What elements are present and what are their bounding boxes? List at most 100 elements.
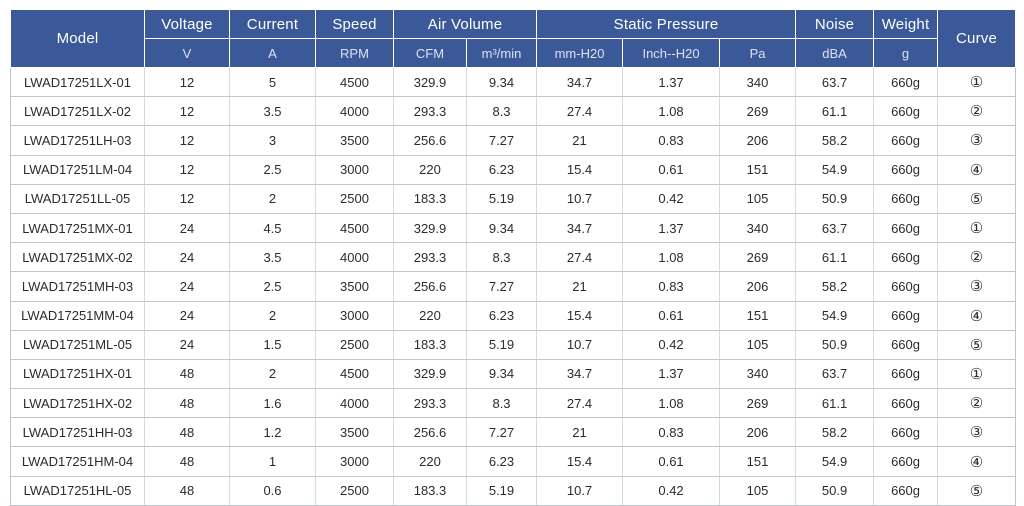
cell-inch-h2o: 0.61 — [622, 301, 721, 331]
cell-weight: 660g — [873, 301, 939, 331]
cell-cfm: 183.3 — [393, 184, 467, 214]
cell-current: 2 — [229, 359, 316, 390]
cell-weight: 660g — [873, 476, 939, 506]
cell-noise: 50.9 — [795, 330, 875, 360]
cell-m3min: 8.3 — [466, 242, 538, 273]
cell-curve: ① — [937, 213, 1017, 244]
cell-current: 1.2 — [229, 417, 316, 448]
cell-weight: 660g — [873, 67, 939, 98]
cell-mm-h2o: 21 — [536, 125, 624, 156]
cell-voltage: 24 — [144, 330, 230, 360]
cell-inch-h2o: 1.37 — [622, 213, 721, 244]
cell-noise: 54.9 — [795, 446, 875, 477]
cell-current: 1.5 — [229, 330, 316, 360]
cell-curve: ② — [937, 96, 1017, 127]
cell-inch-h2o: 0.83 — [622, 125, 721, 156]
unit-m3min: m³/min — [465, 38, 538, 68]
cell-cfm: 256.6 — [393, 125, 467, 156]
header-noise: Noise — [795, 9, 875, 39]
cell-mm-h2o: 15.4 — [536, 155, 624, 185]
cell-weight: 660g — [873, 359, 939, 390]
fan-spec-table: Model Voltage Current Speed Air Volume S… — [10, 9, 1017, 506]
cell-current: 2.5 — [229, 271, 316, 302]
cell-curve: ③ — [937, 417, 1017, 448]
cell-curve: ⑤ — [937, 330, 1017, 360]
cell-model: LWAD17251HH-03 — [10, 417, 145, 448]
cell-pa: 206 — [719, 125, 797, 156]
cell-curve: ① — [937, 67, 1017, 98]
cell-current: 3.5 — [229, 242, 316, 273]
cell-current: 5 — [229, 67, 316, 98]
cell-pa: 340 — [719, 213, 797, 244]
table-row: LWAD17251HH-03 48 1.2 3500 256.6 7.27 21 0.83 20… — [10, 417, 1017, 448]
table-row: LWAD17251HL-05 48 0.6 2500 183.3 5.19 10.7 0.42… — [10, 476, 1017, 506]
header-row-units: V A RPM CFM m³/min mm-H20 Inch--H20 Pa d… — [11, 38, 1016, 68]
cell-speed: 2500 — [315, 330, 394, 360]
cell-cfm: 256.6 — [393, 417, 467, 448]
table-row: LWAD17251HX-01 48 2 4500 329.9 9.34 34.7 1.37 34… — [10, 359, 1017, 390]
cell-voltage: 48 — [144, 417, 230, 448]
cell-weight: 660g — [873, 446, 939, 477]
cell-m3min: 7.27 — [466, 125, 538, 156]
unit-weight: g — [873, 38, 939, 68]
cell-noise: 63.7 — [795, 67, 875, 98]
cell-m3min: 5.19 — [466, 330, 538, 360]
cell-m3min: 9.34 — [466, 213, 538, 244]
table-row: LWAD17251MX-01 24 4.5 4500 329.9 9.34 34.7 1.37… — [10, 213, 1017, 244]
cell-weight: 660g — [873, 330, 939, 360]
cell-speed: 4000 — [315, 388, 394, 419]
unit-mm-h2o: mm-H20 — [536, 38, 624, 68]
cell-weight: 660g — [873, 96, 939, 127]
cell-speed: 2500 — [315, 476, 394, 506]
cell-pa: 206 — [719, 271, 797, 302]
header-weight: Weight — [873, 9, 939, 39]
cell-model: LWAD17251HM-04 — [10, 446, 145, 477]
table-row: LWAD17251HX-02 48 1.6 4000 293.3 8.3 27.4 1.08 2… — [10, 388, 1017, 419]
cell-noise: 58.2 — [795, 417, 875, 448]
cell-pa: 105 — [719, 330, 797, 360]
cell-voltage: 12 — [144, 96, 230, 127]
cell-cfm: 183.3 — [393, 330, 467, 360]
cell-curve: ③ — [937, 125, 1017, 156]
cell-inch-h2o: 0.42 — [622, 330, 721, 360]
table-body: LWAD17251LX-01 12 5 4500 329.9 9.34 34.7 1.37 34… — [10, 67, 1017, 506]
cell-cfm: 329.9 — [393, 67, 467, 98]
header-model: Model — [10, 9, 145, 68]
unit-speed: RPM — [315, 38, 394, 68]
cell-m3min: 6.23 — [466, 155, 538, 185]
cell-weight: 660g — [873, 184, 939, 214]
cell-current: 1 — [229, 446, 316, 477]
cell-weight: 660g — [873, 125, 939, 156]
cell-model: LWAD17251LL-05 — [10, 184, 145, 214]
cell-voltage: 12 — [144, 184, 230, 214]
cell-curve: ⑤ — [937, 476, 1017, 506]
cell-speed: 4500 — [315, 359, 394, 390]
cell-mm-h2o: 15.4 — [536, 446, 624, 477]
cell-model: LWAD17251HL-05 — [10, 476, 145, 506]
cell-speed: 4000 — [315, 242, 394, 273]
cell-noise: 61.1 — [795, 242, 875, 273]
cell-noise: 61.1 — [795, 96, 875, 127]
cell-speed: 3500 — [315, 271, 394, 302]
cell-inch-h2o: 0.83 — [622, 271, 721, 302]
table-row: LWAD17251MX-02 24 3.5 4000 293.3 8.3 27.4 1.08 2… — [10, 242, 1017, 273]
table-row: LWAD17251LX-01 12 5 4500 329.9 9.34 34.7 1.37 34… — [10, 67, 1017, 98]
table-row: LWAD17251LL-05 12 2 2500 183.3 5.19 10.7 0.42 10… — [10, 184, 1017, 214]
unit-pa: Pa — [719, 38, 797, 68]
cell-inch-h2o: 0.42 — [622, 184, 721, 214]
cell-weight: 660g — [873, 213, 939, 244]
cell-cfm: 183.3 — [393, 476, 467, 506]
table-row: LWAD17251LM-04 12 2.5 3000 220 6.23 15.4 0.61 15… — [10, 155, 1017, 185]
cell-speed: 4000 — [315, 96, 394, 127]
cell-voltage: 24 — [144, 271, 230, 302]
unit-current: A — [229, 38, 316, 68]
cell-cfm: 293.3 — [393, 96, 467, 127]
table-row: LWAD17251MH-03 24 2.5 3500 256.6 7.27 21 0.83 20… — [10, 271, 1017, 302]
cell-m3min: 5.19 — [466, 184, 538, 214]
cell-model: LWAD17251LX-01 — [10, 67, 145, 98]
cell-model: LWAD17251MX-01 — [10, 213, 145, 244]
cell-noise: 58.2 — [795, 125, 875, 156]
cell-weight: 660g — [873, 155, 939, 185]
cell-model: LWAD17251MM-04 — [10, 301, 145, 331]
cell-inch-h2o: 1.08 — [622, 96, 721, 127]
